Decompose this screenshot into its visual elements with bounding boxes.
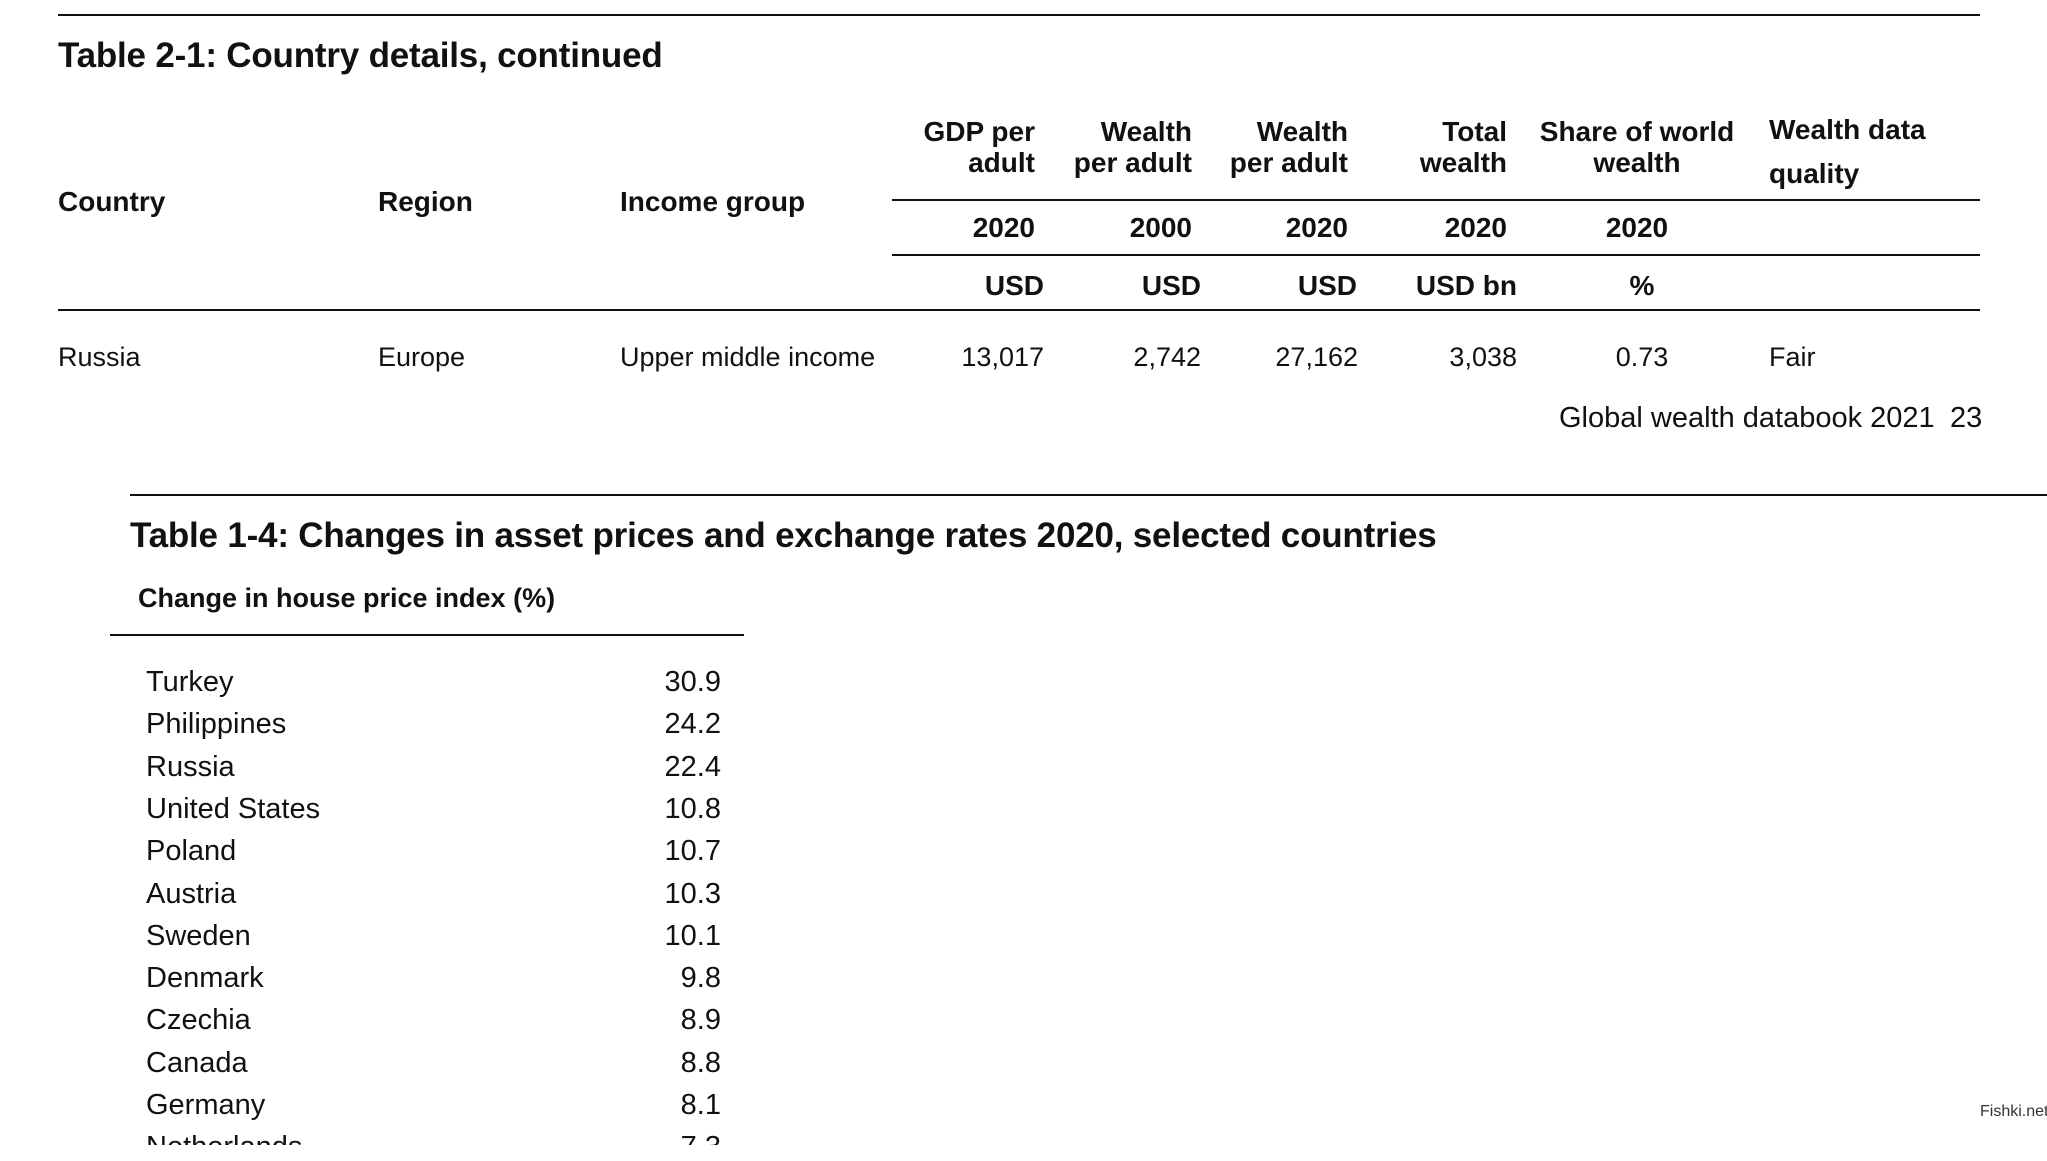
year-wealth-2020: 2020	[1285, 212, 1348, 243]
house-price-subheader: Change in house price index (%)	[138, 583, 556, 613]
list-item-value: 10.3	[664, 877, 721, 910]
list-item-value: 30.9	[664, 666, 721, 698]
header-wealth-2000: Wealth per adult	[1040, 116, 1192, 178]
unit-gdp: USD	[984, 270, 1044, 301]
cell-wealth-2020: 27,162	[1275, 342, 1358, 372]
list-item-country: Canada	[146, 1046, 248, 1079]
list-item-value: 8.8	[680, 1046, 721, 1079]
list-item-country: Denmark	[146, 962, 264, 995]
cell-region: Europe	[378, 342, 466, 372]
list-item-country: United States	[146, 792, 321, 825]
list-item-value: 8.9	[680, 1004, 721, 1037]
header-wealth-2020-line2: per adult	[1229, 147, 1348, 178]
footer-page-number: 23	[1950, 402, 1983, 434]
footer-source: Global wealth databook 2021	[1559, 402, 1935, 434]
list-item-value: 10.1	[664, 919, 721, 952]
header-wealth-data-quality: Wealth data quality	[1769, 114, 1926, 189]
unit-wealth-2020: USD	[1297, 270, 1357, 301]
cell-share: 0.73	[1615, 342, 1669, 372]
year-total-wealth: 2020	[1444, 212, 1507, 243]
list-item-country: Czechia	[146, 1004, 251, 1037]
list-item-country: Sweden	[146, 919, 251, 952]
header-country: Country	[58, 186, 166, 217]
header-quality-line1: Wealth data	[1769, 114, 1926, 145]
list-item-country: Austria	[146, 877, 237, 910]
list-item-value: 9.8	[680, 962, 721, 995]
table-2-1-title: Table 2-1: Country details, continued	[58, 36, 663, 75]
year-share: 2020	[1605, 212, 1669, 243]
table-1-4-title: Table 1-4: Changes in asset prices and e…	[130, 516, 1437, 555]
header-share-line2: wealth	[1593, 147, 1681, 178]
header-share-line1: Share of world	[1539, 116, 1735, 147]
header-rule-2	[892, 254, 1980, 256]
section-rule	[130, 494, 2047, 496]
header-share-of-world-wealth: Share of world wealth	[1527, 116, 1747, 178]
header-total-line1: Total	[1442, 116, 1507, 147]
list-item-country: Russia	[146, 750, 235, 783]
top-rule	[58, 14, 1980, 16]
header-wealth-2020-line1: Wealth	[1256, 116, 1348, 147]
header-income-group: Income group	[620, 186, 806, 217]
cell-quality: Fair	[1769, 342, 1816, 372]
cell-total-wealth: 3,038	[1449, 342, 1517, 372]
header-gdp-line2: adult	[968, 147, 1035, 178]
unit-total-wealth: USD bn	[1415, 270, 1517, 301]
header-wealth-2020: Wealth per adult	[1196, 116, 1348, 178]
header-wealth-2000-line1: Wealth	[1100, 116, 1192, 147]
header-region: Region	[378, 186, 473, 217]
list-item-country: Poland	[146, 835, 237, 868]
list-item-country: Philippines	[146, 708, 287, 741]
list-item-country: Netherlands	[146, 1131, 302, 1145]
header-gdp-per-adult: GDP per adult	[880, 116, 1035, 178]
cell-country: Russia	[58, 342, 141, 372]
header-gdp-line1: GDP per	[923, 116, 1035, 147]
header-rule-1	[892, 199, 1980, 201]
header-total-line2: wealth	[1419, 147, 1507, 178]
list-item-value: 22.4	[664, 750, 721, 783]
list-item-value: 10.7	[664, 835, 721, 868]
unit-wealth-2000: USD	[1141, 270, 1201, 301]
header-bottom-rule	[58, 309, 1980, 311]
cell-wealth-2000: 2,742	[1133, 342, 1201, 372]
cell-income-group: Upper middle income	[620, 342, 876, 372]
list-item-country: Turkey	[146, 666, 234, 698]
cell-gdp: 13,017	[961, 342, 1044, 372]
list-item-value: 7.3	[621, 1131, 721, 1145]
header-total-wealth: Total wealth	[1352, 116, 1507, 178]
list-item-value: 10.8	[664, 792, 721, 825]
subheader-rule	[110, 634, 744, 636]
header-wealth-2000-line2: per adult	[1073, 147, 1192, 178]
list-item-value: 24.2	[664, 708, 721, 741]
list-item-country: Germany	[146, 1089, 266, 1121]
list-item-value: 8.1	[680, 1089, 721, 1121]
header-quality-line2: quality	[1769, 158, 1860, 189]
year-wealth-2000: 2000	[1129, 212, 1192, 243]
unit-share: %	[1629, 270, 1655, 301]
watermark: Fishki.net	[1980, 1103, 2047, 1120]
year-gdp: 2020	[972, 212, 1035, 243]
